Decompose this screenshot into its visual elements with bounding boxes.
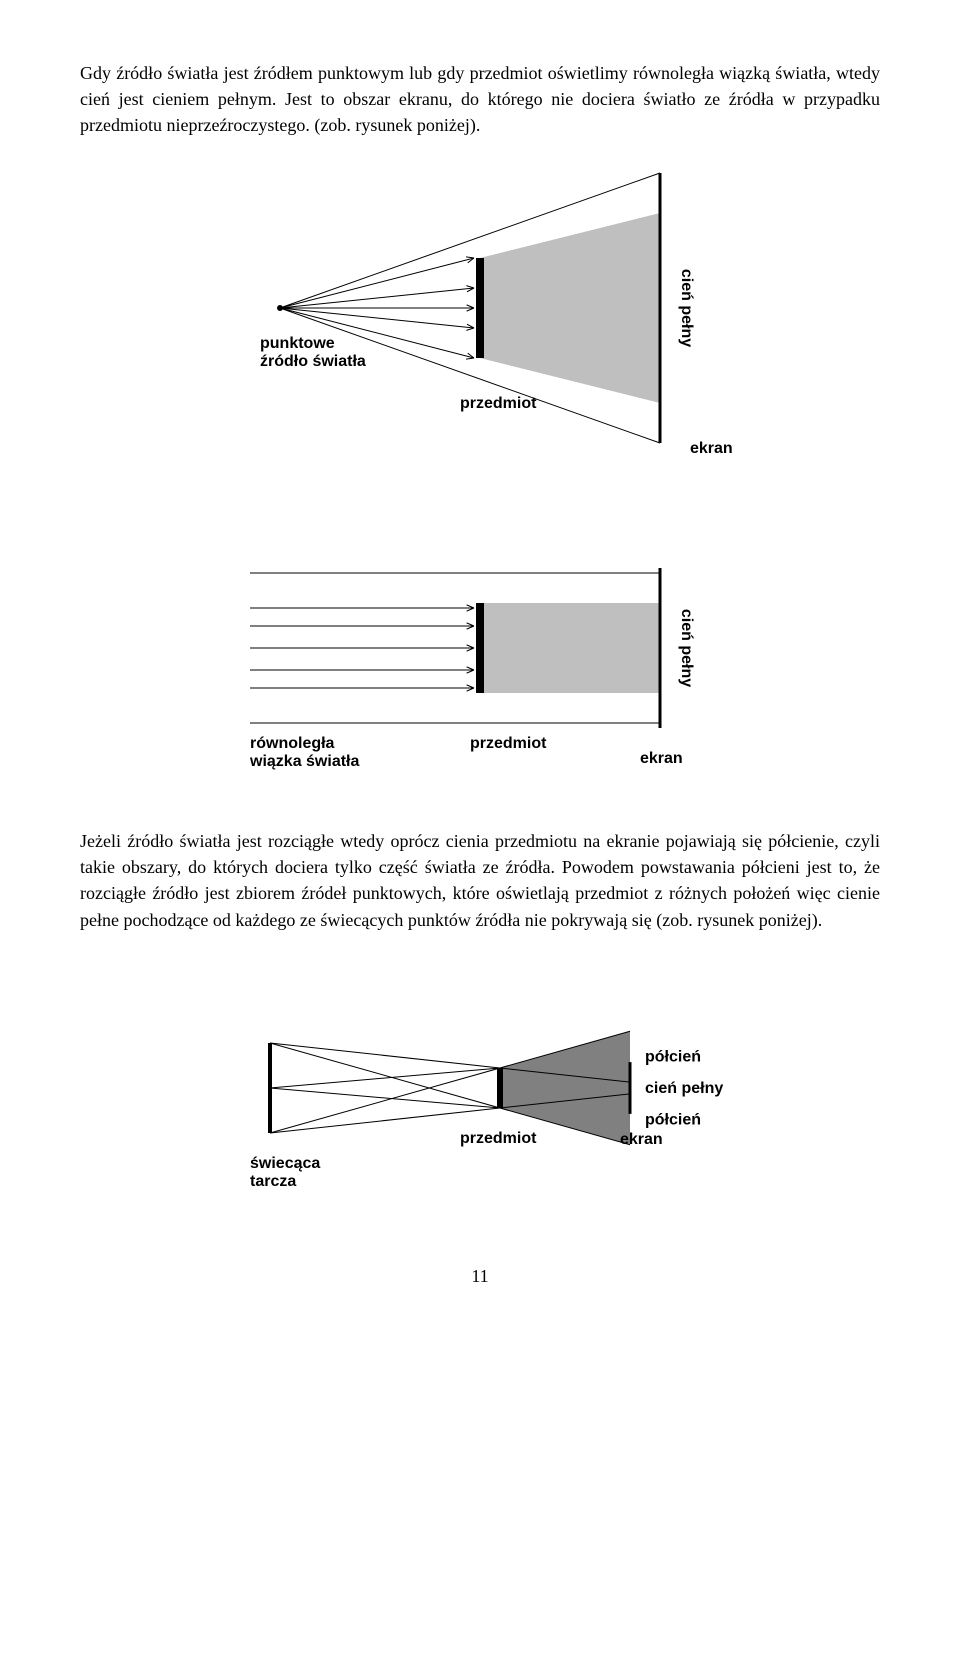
svg-text:ekran: ekran <box>620 1131 663 1148</box>
svg-text:przedmiot: przedmiot <box>470 735 547 752</box>
paragraph-2: Jeżeli źródło światła jest rozciągłe wte… <box>80 828 880 932</box>
svg-text:cień pełny: cień pełny <box>678 609 695 687</box>
svg-text:równoległa: równoległa <box>250 735 335 752</box>
svg-text:ekran: ekran <box>690 440 733 457</box>
figure-extended-source: świecącatarcza przedmiot ekran półcień cień … <box>200 963 760 1223</box>
svg-text:punktowe: punktowe <box>260 335 335 352</box>
svg-text:ekran: ekran <box>640 750 683 767</box>
svg-text:świecąca: świecąca <box>250 1155 320 1172</box>
svg-text:źródło światła: źródło światła <box>260 353 366 370</box>
svg-text:półcień: półcień <box>645 1111 701 1128</box>
figure-point-source: punktoweźródło światła przedmiot ekran cień… <box>220 168 740 488</box>
svg-text:wiązka światła: wiązka światła <box>249 753 359 770</box>
svg-text:półcień: półcień <box>645 1048 701 1065</box>
svg-text:cień pełny: cień pełny <box>645 1080 723 1097</box>
figure-parallel-beam: równoległawiązka światła przedmiot ekran ci… <box>220 518 740 798</box>
svg-text:cień pełny: cień pełny <box>678 269 695 347</box>
svg-text:przedmiot: przedmiot <box>460 1130 537 1147</box>
paragraph-1: Gdy źródło światła jest źródłem punktowy… <box>80 60 880 138</box>
svg-text:tarcza: tarcza <box>250 1173 296 1190</box>
page-number: 11 <box>80 1263 880 1289</box>
svg-text:przedmiot: przedmiot <box>460 395 537 412</box>
